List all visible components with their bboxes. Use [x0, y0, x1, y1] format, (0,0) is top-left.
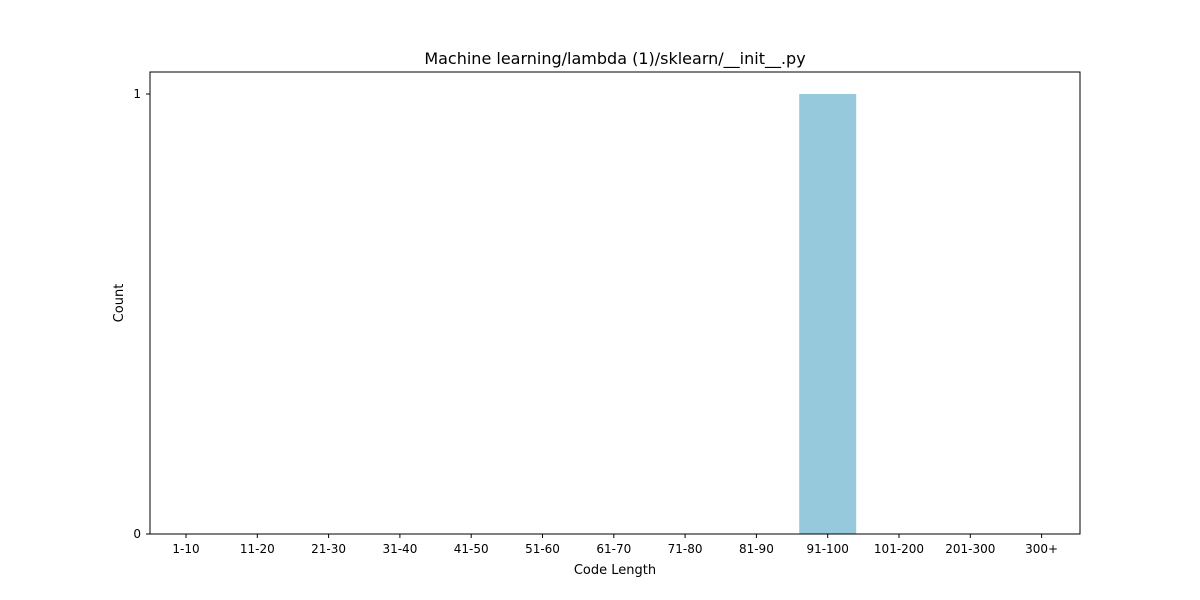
x-tick-label: 71-80: [668, 542, 703, 556]
x-tick-label: 41-50: [454, 542, 489, 556]
y-axis: 01: [133, 87, 150, 541]
x-tick-label: 21-30: [311, 542, 346, 556]
x-tick-label: 91-100: [806, 542, 849, 556]
x-axis-label: Code Length: [574, 563, 656, 578]
bar-91-100: [799, 94, 857, 534]
x-tick-label: 300+: [1025, 542, 1058, 556]
x-tick-label: 51-60: [525, 542, 560, 556]
x-tick-label: 31-40: [382, 542, 417, 556]
x-tick-label: 101-200: [874, 542, 924, 556]
chart-title: Machine learning/lambda (1)/sklearn/__in…: [424, 49, 805, 69]
x-tick-label: 11-20: [240, 542, 275, 556]
bars-layer: [799, 94, 857, 534]
y-tick-label: 1: [133, 87, 141, 101]
x-tick-label: 61-70: [596, 542, 631, 556]
y-axis-label: Count: [112, 284, 127, 323]
x-tick-label: 1-10: [172, 542, 199, 556]
y-tick-label: 0: [133, 527, 141, 541]
x-tick-label: 201-300: [945, 542, 995, 556]
x-tick-label: 81-90: [739, 542, 774, 556]
x-axis: 1-10 11-20 21-30 31-40 41-50 51-60 61-70 71-80 8…: [172, 534, 1058, 556]
plot-frame: [149, 71, 1081, 535]
